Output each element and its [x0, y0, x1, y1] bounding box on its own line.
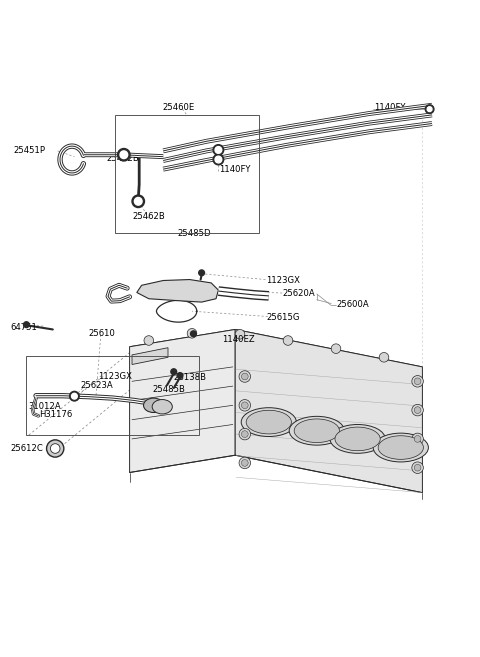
- Circle shape: [239, 399, 251, 411]
- Circle shape: [331, 344, 341, 353]
- Ellipse shape: [144, 398, 164, 413]
- Circle shape: [132, 195, 144, 208]
- Circle shape: [191, 331, 196, 336]
- Text: H31176: H31176: [39, 411, 72, 419]
- Polygon shape: [130, 329, 235, 472]
- Circle shape: [187, 328, 197, 338]
- Circle shape: [215, 147, 222, 153]
- Polygon shape: [137, 279, 218, 302]
- Circle shape: [213, 145, 224, 155]
- Text: 64751: 64751: [11, 323, 37, 332]
- Ellipse shape: [246, 410, 291, 434]
- Circle shape: [414, 378, 421, 384]
- Text: 1123GX: 1123GX: [98, 371, 132, 380]
- Ellipse shape: [289, 417, 345, 445]
- Text: 25460E: 25460E: [162, 103, 194, 112]
- Text: 1140FY: 1140FY: [219, 165, 251, 173]
- Text: 25485B: 25485B: [153, 386, 185, 394]
- Circle shape: [412, 433, 423, 445]
- Bar: [26, 356, 199, 435]
- Ellipse shape: [373, 433, 428, 462]
- Ellipse shape: [378, 436, 423, 459]
- Text: 1140EZ: 1140EZ: [222, 334, 254, 344]
- Circle shape: [134, 198, 142, 205]
- Circle shape: [144, 336, 154, 346]
- Circle shape: [414, 464, 421, 471]
- Text: 25451P: 25451P: [13, 147, 46, 156]
- Circle shape: [50, 443, 60, 453]
- Circle shape: [379, 353, 389, 362]
- Text: 25610: 25610: [89, 329, 116, 338]
- Circle shape: [235, 329, 245, 339]
- Circle shape: [414, 407, 421, 413]
- Circle shape: [239, 371, 251, 382]
- Ellipse shape: [241, 408, 297, 436]
- Text: 1140FY: 1140FY: [374, 103, 406, 112]
- Text: 25600A: 25600A: [336, 300, 369, 309]
- Circle shape: [427, 106, 432, 112]
- Circle shape: [72, 394, 77, 399]
- Circle shape: [283, 336, 293, 346]
- Text: 25615G: 25615G: [266, 313, 300, 322]
- Circle shape: [70, 392, 79, 401]
- Text: 28138B: 28138B: [174, 373, 207, 382]
- Circle shape: [215, 156, 222, 163]
- Circle shape: [171, 369, 177, 374]
- Polygon shape: [132, 348, 168, 365]
- Ellipse shape: [294, 419, 339, 443]
- Text: 25462B: 25462B: [107, 154, 139, 162]
- Circle shape: [414, 436, 421, 442]
- Circle shape: [425, 105, 434, 114]
- Text: 1123GX: 1123GX: [266, 275, 300, 284]
- Circle shape: [199, 270, 204, 276]
- Text: 31012A: 31012A: [29, 402, 61, 411]
- Circle shape: [24, 322, 29, 328]
- Circle shape: [47, 440, 64, 457]
- Text: 25623A: 25623A: [81, 380, 113, 390]
- Ellipse shape: [330, 424, 385, 453]
- Circle shape: [120, 151, 128, 158]
- Text: 25620A: 25620A: [282, 289, 315, 298]
- Circle shape: [412, 404, 423, 416]
- Circle shape: [241, 431, 248, 438]
- Text: 25612C: 25612C: [11, 444, 43, 453]
- Ellipse shape: [152, 399, 172, 414]
- Circle shape: [177, 373, 183, 378]
- Circle shape: [213, 154, 224, 165]
- Text: 25485D: 25485D: [178, 229, 211, 238]
- Circle shape: [412, 462, 423, 474]
- Circle shape: [239, 457, 251, 468]
- Bar: [115, 115, 259, 233]
- Text: 25462B: 25462B: [132, 212, 165, 221]
- Circle shape: [118, 148, 130, 161]
- Ellipse shape: [335, 427, 380, 451]
- Circle shape: [241, 402, 248, 409]
- Circle shape: [239, 428, 251, 440]
- Circle shape: [241, 373, 248, 380]
- Circle shape: [241, 459, 248, 466]
- Polygon shape: [130, 329, 422, 384]
- Circle shape: [412, 376, 423, 387]
- Polygon shape: [235, 329, 422, 493]
